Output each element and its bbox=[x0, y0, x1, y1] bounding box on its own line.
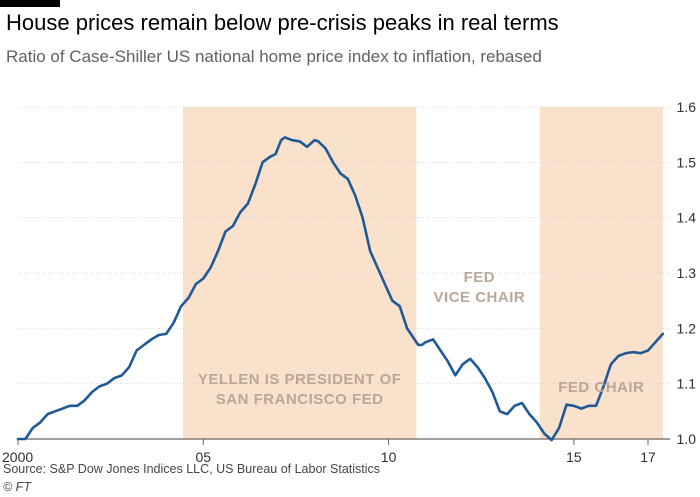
y-tick-label: 1.0 bbox=[677, 431, 697, 447]
brand-bar bbox=[0, 0, 60, 7]
x-axis: 2000 05 10 15 17 bbox=[2, 439, 656, 465]
x-tick-label: 15 bbox=[566, 449, 582, 465]
y-tick-label: 1.4 bbox=[677, 210, 697, 226]
credit-note: © FT bbox=[3, 480, 31, 494]
annotation-label: VICE CHAIR bbox=[434, 289, 526, 306]
band-label: YELLEN IS PRESIDENT OF bbox=[198, 371, 402, 388]
shaded-band-0 bbox=[182, 107, 417, 439]
x-tick-label: 10 bbox=[381, 449, 397, 465]
x-tick-label: 05 bbox=[196, 449, 212, 465]
x-tick-label: 17 bbox=[640, 449, 656, 465]
y-tick-label: 1.5 bbox=[677, 154, 697, 170]
source-note: Source: S&P Dow Jones Indices LLC, US Bu… bbox=[3, 462, 381, 476]
band-label: SAN FRANCISCO FED bbox=[216, 391, 384, 408]
y-tick-label: 1.6 bbox=[677, 99, 697, 115]
band-label: FED CHAIR bbox=[558, 379, 644, 396]
series-layer bbox=[16, 136, 665, 442]
x-tick-label: 2000 bbox=[2, 449, 33, 465]
annotations-layer: YELLEN IS PRESIDENT OF SAN FRANCISCO FED F… bbox=[198, 269, 644, 408]
chart-title: House prices remain below pre-crisis pea… bbox=[6, 10, 559, 35]
y-tick-label: 1.2 bbox=[677, 320, 697, 336]
annotation-label: FED bbox=[464, 269, 496, 286]
series-line-0 bbox=[16, 136, 665, 442]
grid-lines bbox=[18, 106, 670, 440]
y-tick-label: 1.1 bbox=[677, 376, 697, 392]
y-axis: 1.0 1.1 1.2 1.3 1.4 1.5 1.6 bbox=[677, 99, 697, 447]
y-tick-label: 1.3 bbox=[677, 265, 697, 281]
chart-subtitle: Ratio of Case-Shiller US national home p… bbox=[6, 47, 542, 66]
